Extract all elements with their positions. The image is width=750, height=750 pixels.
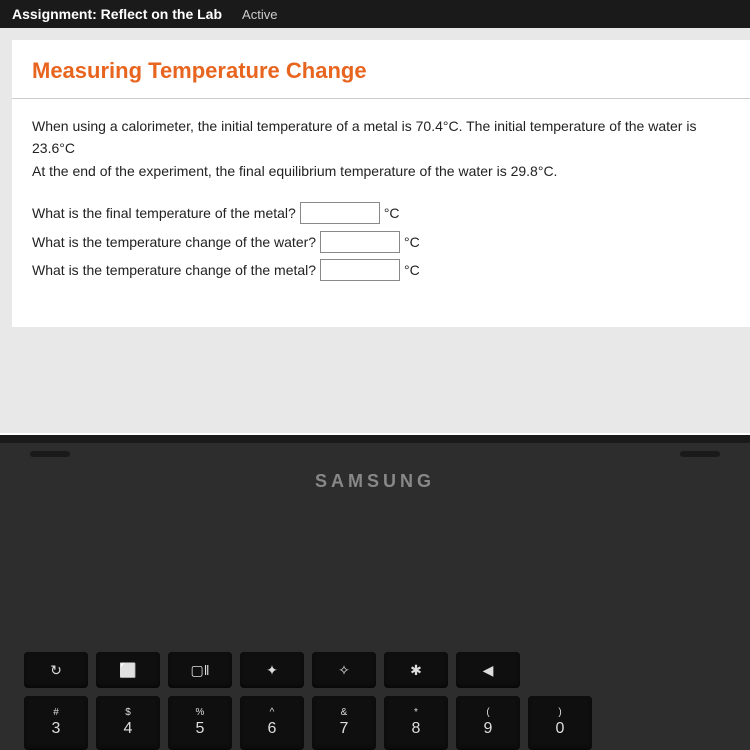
content-background: Measuring Temperature Change When using …: [0, 28, 750, 433]
assignment-header-bar: Assignment: Reflect on the Lab Active: [0, 0, 750, 28]
number-key: )0: [528, 696, 592, 750]
number-key: #3: [24, 696, 88, 750]
function-key-row: ↻⬜▢‖✦✧✱◀: [24, 652, 726, 688]
screen-area: Assignment: Reflect on the Lab Active Me…: [0, 0, 750, 435]
number-key: $4: [96, 696, 160, 750]
number-key: (9: [456, 696, 520, 750]
question-row-2: What is the temperature change of the wa…: [32, 231, 730, 253]
hinge-left: [30, 451, 70, 457]
answer-input-metal-final[interactable]: [300, 202, 380, 224]
unit-label: °C: [404, 231, 420, 253]
laptop-bezel: SAMSUNG ↻⬜▢‖✦✧✱◀ #3$4%5^6&7*8(9)0: [0, 435, 750, 750]
problem-line-2: At the end of the experiment, the final …: [32, 160, 730, 182]
problem-line-1: When using a calorimeter, the initial te…: [32, 115, 730, 160]
function-key: ▢‖: [168, 652, 232, 688]
number-key: *8: [384, 696, 448, 750]
number-key: %5: [168, 696, 232, 750]
assignment-label: Assignment: Reflect on the Lab: [12, 6, 222, 22]
keyboard: ↻⬜▢‖✦✧✱◀ #3$4%5^6&7*8(9)0: [0, 632, 750, 750]
lesson-title: Measuring Temperature Change: [32, 58, 730, 84]
number-key-row: #3$4%5^6&7*8(9)0: [24, 696, 726, 750]
unit-label: °C: [384, 202, 400, 224]
question-label: What is the temperature change of the me…: [32, 259, 316, 281]
lesson-body: When using a calorimeter, the initial te…: [12, 99, 750, 327]
hinge-right: [680, 451, 720, 457]
number-key: &7: [312, 696, 376, 750]
function-key: ↻: [24, 652, 88, 688]
hinges: [0, 451, 750, 457]
question-label: What is the temperature change of the wa…: [32, 231, 316, 253]
unit-label: °C: [404, 259, 420, 281]
lesson-title-bar: Measuring Temperature Change: [12, 40, 750, 99]
function-key: ✦: [240, 652, 304, 688]
function-key: ✧: [312, 652, 376, 688]
function-key: ⬜: [96, 652, 160, 688]
answer-input-metal-change[interactable]: [320, 259, 400, 281]
answer-input-water-change[interactable]: [320, 231, 400, 253]
problem-text: When using a calorimeter, the initial te…: [32, 115, 730, 182]
number-key: ^6: [240, 696, 304, 750]
function-key: ◀: [456, 652, 520, 688]
function-key: ✱: [384, 652, 448, 688]
question-row-3: What is the temperature change of the me…: [32, 259, 730, 281]
status-active: Active: [242, 7, 277, 22]
question-row-1: What is the final temperature of the met…: [32, 202, 730, 224]
question-label: What is the final temperature of the met…: [32, 202, 296, 224]
